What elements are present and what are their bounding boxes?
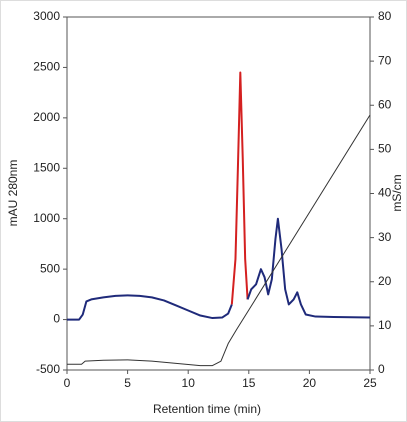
x-tick-label: 20 — [303, 376, 317, 390]
x-axis-label: Retention time (min) — [153, 402, 261, 416]
y-tick-label: 1000 — [33, 211, 60, 225]
y-axis-label: mAU 280nm — [6, 160, 20, 227]
series-line — [230, 71, 249, 305]
y2-tick-label: 40 — [378, 186, 392, 200]
y2-tick-label: 0 — [378, 362, 385, 376]
y-tick-label: 3000 — [33, 9, 60, 23]
y-tick-label: 1500 — [33, 160, 60, 174]
series-line — [246, 217, 371, 319]
y2-tick-label: 10 — [378, 318, 392, 332]
x-tick-label: 25 — [363, 376, 377, 390]
y2-tick-label: 60 — [378, 97, 392, 111]
y-tick-label: 0 — [53, 312, 60, 326]
x-tick-label: 10 — [182, 376, 196, 390]
x-tick-label: 0 — [64, 376, 71, 390]
y2-axis-label: mS/cm — [390, 174, 404, 211]
y-tick-label: 500 — [40, 261, 60, 275]
y-tick-label: -500 — [36, 362, 60, 376]
y2-tick-label: 80 — [378, 9, 392, 23]
x-tick-label: 5 — [124, 376, 131, 390]
y2-tick-label: 70 — [378, 53, 392, 67]
y2-tick-label: 20 — [378, 274, 392, 288]
x-tick-label: 15 — [242, 376, 256, 390]
y2-tick-label: 30 — [378, 230, 392, 244]
y-tick-label: 2000 — [33, 110, 60, 124]
series-line — [67, 114, 371, 367]
series-line — [67, 294, 233, 321]
y2-tick-label: 50 — [378, 142, 392, 156]
y-tick-label: 2500 — [33, 60, 60, 74]
